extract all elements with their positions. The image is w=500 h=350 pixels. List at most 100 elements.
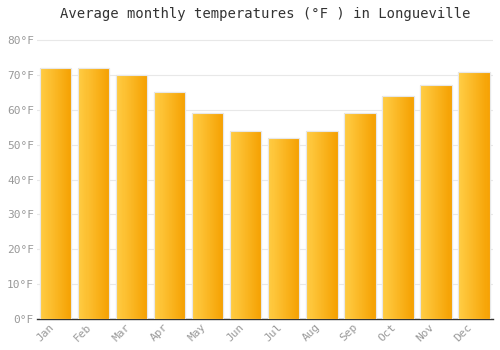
Bar bbox=[400, 96, 401, 319]
Bar bbox=[396, 96, 397, 319]
Bar bbox=[326, 131, 327, 319]
Bar bbox=[441, 85, 442, 319]
Bar bbox=[215, 113, 216, 319]
Bar bbox=[230, 131, 262, 319]
Bar bbox=[200, 113, 202, 319]
Bar bbox=[56, 68, 57, 319]
Bar bbox=[179, 92, 180, 319]
Bar bbox=[442, 85, 444, 319]
Bar bbox=[382, 96, 384, 319]
Bar bbox=[430, 85, 431, 319]
Bar bbox=[245, 131, 246, 319]
Bar bbox=[169, 92, 170, 319]
Bar bbox=[412, 96, 414, 319]
Bar bbox=[248, 131, 249, 319]
Bar bbox=[141, 75, 142, 319]
Bar bbox=[486, 71, 488, 319]
Bar bbox=[367, 113, 368, 319]
Bar bbox=[356, 113, 357, 319]
Bar bbox=[42, 68, 43, 319]
Bar bbox=[126, 75, 128, 319]
Bar bbox=[202, 113, 203, 319]
Bar bbox=[388, 96, 390, 319]
Bar bbox=[69, 68, 70, 319]
Bar bbox=[249, 131, 250, 319]
Bar bbox=[382, 96, 414, 319]
Bar bbox=[362, 113, 363, 319]
Bar bbox=[156, 92, 158, 319]
Bar bbox=[204, 113, 206, 319]
Bar bbox=[52, 68, 54, 319]
Bar bbox=[137, 75, 138, 319]
Bar bbox=[40, 68, 41, 319]
Bar bbox=[334, 131, 336, 319]
Bar bbox=[336, 131, 338, 319]
Bar bbox=[95, 68, 96, 319]
Bar bbox=[368, 113, 370, 319]
Bar bbox=[288, 138, 289, 319]
Bar bbox=[270, 138, 272, 319]
Bar bbox=[462, 71, 464, 319]
Bar bbox=[135, 75, 136, 319]
Bar bbox=[327, 131, 328, 319]
Bar bbox=[144, 75, 146, 319]
Bar bbox=[59, 68, 60, 319]
Bar bbox=[323, 131, 324, 319]
Bar bbox=[420, 85, 452, 319]
Bar bbox=[100, 68, 101, 319]
Bar bbox=[468, 71, 469, 319]
Bar bbox=[408, 96, 410, 319]
Bar bbox=[420, 85, 452, 319]
Bar bbox=[134, 75, 135, 319]
Bar bbox=[116, 75, 148, 319]
Bar bbox=[325, 131, 326, 319]
Bar bbox=[78, 68, 110, 319]
Bar bbox=[175, 92, 176, 319]
Bar bbox=[474, 71, 475, 319]
Bar bbox=[439, 85, 440, 319]
Bar bbox=[98, 68, 99, 319]
Bar bbox=[130, 75, 131, 319]
Bar bbox=[154, 92, 156, 319]
Bar bbox=[471, 71, 472, 319]
Bar bbox=[40, 68, 72, 319]
Bar bbox=[213, 113, 214, 319]
Bar bbox=[254, 131, 255, 319]
Bar bbox=[172, 92, 173, 319]
Bar bbox=[104, 68, 105, 319]
Bar bbox=[208, 113, 209, 319]
Bar bbox=[284, 138, 285, 319]
Bar bbox=[108, 68, 110, 319]
Bar bbox=[434, 85, 435, 319]
Bar bbox=[68, 68, 69, 319]
Bar bbox=[220, 113, 222, 319]
Bar bbox=[170, 92, 171, 319]
Bar bbox=[320, 131, 321, 319]
Bar bbox=[116, 75, 117, 319]
Bar bbox=[395, 96, 396, 319]
Bar bbox=[444, 85, 446, 319]
Bar bbox=[479, 71, 480, 319]
Bar bbox=[422, 85, 424, 319]
Bar bbox=[92, 68, 94, 319]
Bar bbox=[402, 96, 403, 319]
Bar bbox=[428, 85, 430, 319]
Bar bbox=[216, 113, 217, 319]
Bar bbox=[361, 113, 362, 319]
Bar bbox=[472, 71, 473, 319]
Bar bbox=[278, 138, 280, 319]
Bar bbox=[82, 68, 84, 319]
Bar bbox=[384, 96, 386, 319]
Bar bbox=[99, 68, 100, 319]
Bar bbox=[86, 68, 88, 319]
Bar bbox=[287, 138, 288, 319]
Bar bbox=[146, 75, 148, 319]
Bar bbox=[272, 138, 274, 319]
Bar bbox=[211, 113, 212, 319]
Bar bbox=[80, 68, 82, 319]
Bar bbox=[433, 85, 434, 319]
Bar bbox=[286, 138, 287, 319]
Bar bbox=[289, 138, 290, 319]
Bar bbox=[467, 71, 468, 319]
Bar bbox=[374, 113, 376, 319]
